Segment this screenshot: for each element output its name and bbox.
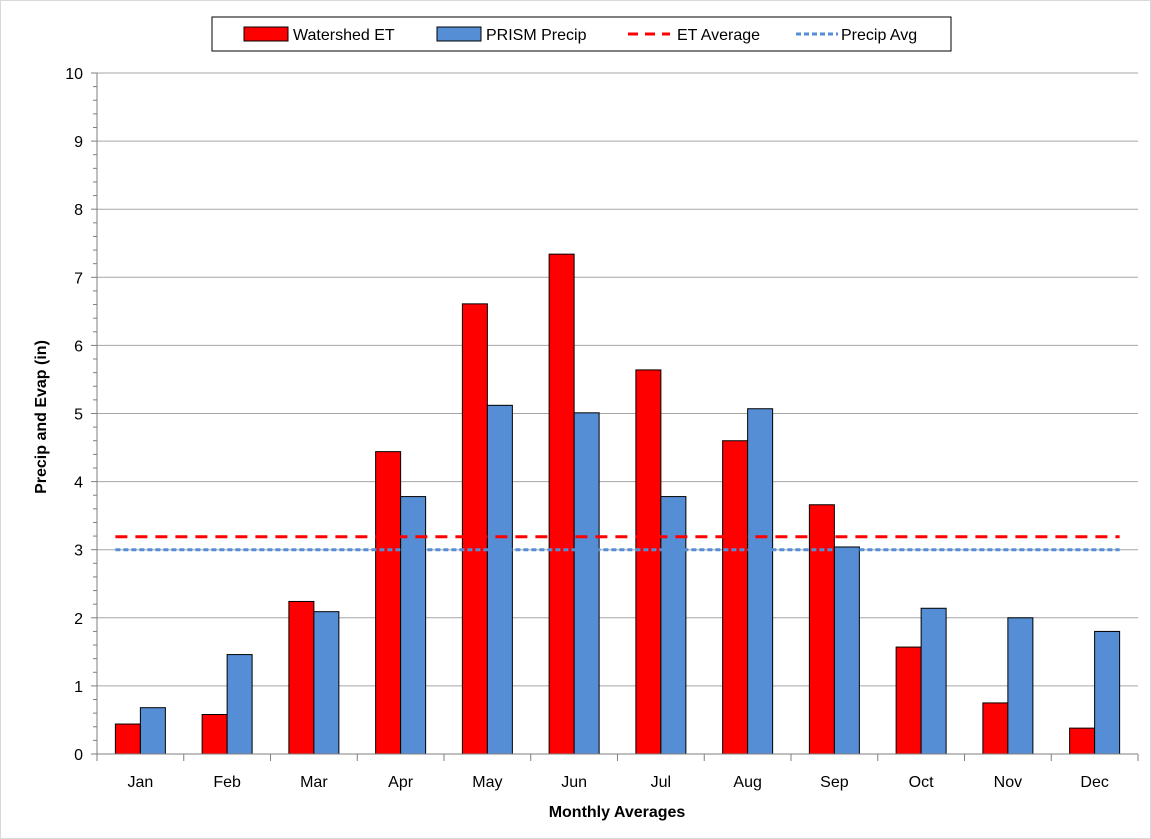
x-tick-label-aug: Aug [733,774,761,791]
legend: Watershed ET PRISM Precip ET Average Precip… [211,16,952,52]
x-tick-label-sep: Sep [820,774,849,791]
bar-watershed-et-sep [808,504,835,755]
x-tick-label-mar: Mar [300,774,328,791]
bar-prism-precip-aug [747,408,774,755]
bar-watershed-et-may [461,303,488,755]
bar-watershed-et-feb [201,714,228,755]
bars [114,253,1121,755]
x-tick-label-may: May [472,774,502,791]
bar-prism-precip-apr [400,496,427,755]
bar-watershed-et-jul [635,369,662,755]
y-tick-label: 7 [74,270,83,287]
legend-label-et-average: ET Average [677,27,760,44]
x-axis-title: Monthly Averages [549,804,686,821]
legend-label-watershed-et: Watershed ET [293,27,395,44]
bar-prism-precip-mar [313,611,340,755]
y-tick-label: 8 [74,202,83,219]
bar-prism-precip-dec [1094,630,1121,755]
bar-watershed-et-mar [288,600,315,755]
bar-prism-precip-jun [573,412,600,755]
y-tick-label: 6 [74,338,83,355]
x-tick-label-nov: Nov [994,774,1022,791]
bar-watershed-et-dec [1069,727,1096,755]
x-tick-labels: Jan Feb Mar Apr May Jun Jul Aug Sep Oct Nov Dec [127,774,1108,791]
bar-prism-precip-may [486,404,513,755]
bar-watershed-et-oct [895,646,922,755]
legend-swatch-prism-precip [436,26,482,42]
y-tick-labels: 0 1 2 3 4 5 6 7 8 9 10 [65,66,83,764]
y-tick-label: 5 [74,407,83,424]
axes [91,72,1139,761]
y-tick-label: 3 [74,543,83,560]
legend-swatch-watershed-et [243,26,289,42]
y-tick-label: 1 [74,679,83,696]
legend-box [211,16,952,52]
bar-prism-precip-oct [920,607,947,755]
bar-prism-precip-nov [1007,617,1034,755]
x-tick-label-feb: Feb [213,774,241,791]
bar-prism-precip-jul [660,496,687,755]
gridlines [97,72,1138,687]
bar-prism-precip-sep [833,546,860,755]
x-tick-label-jun: Jun [561,774,587,791]
bar-watershed-et-aug [722,440,749,755]
y-axis-title: Precip and Evap (in) [33,340,50,494]
bar-prism-precip-feb [226,654,253,755]
reference-lines [115,535,1120,552]
bar-prism-precip-jan [139,707,166,755]
x-tick-label-apr: Apr [388,774,414,791]
y-tick-label: 4 [74,475,83,492]
x-tick-label-jul: Jul [651,774,671,791]
bar-watershed-et-nov [982,702,1009,755]
y-tick-label: 9 [74,134,83,151]
y-tick-label: 2 [74,611,83,628]
y-tick-label: 10 [65,66,83,83]
x-tick-label-dec: Dec [1080,774,1108,791]
y-tick-label: 0 [74,747,83,764]
legend-label-prism-precip: PRISM Precip [486,27,587,44]
bar-watershed-et-jun [548,253,575,755]
legend-label-precip-avg: Precip Avg [841,27,917,44]
x-tick-label-oct: Oct [909,774,934,791]
bar-watershed-et-jan [114,723,141,755]
x-tick-label-jan: Jan [127,774,153,791]
bar-watershed-et-apr [375,451,402,755]
